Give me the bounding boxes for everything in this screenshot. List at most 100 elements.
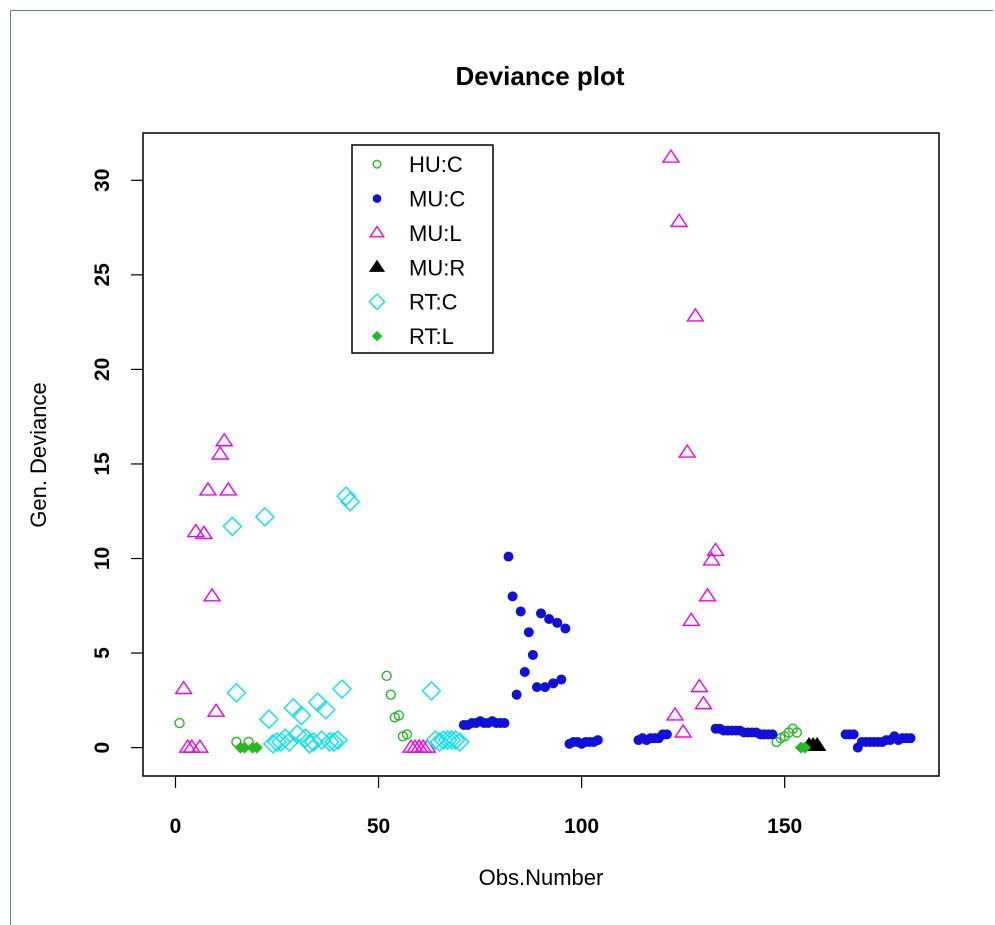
legend: HU:C MU:C MU:L MU:R RT:C RT:L — [351, 144, 494, 354]
data-point — [186, 523, 206, 538]
data-points — [174, 148, 916, 754]
data-point — [519, 666, 530, 677]
y-tick-label: 25 — [91, 263, 114, 287]
data-point — [503, 551, 514, 562]
data-point — [544, 614, 555, 625]
data-point — [798, 741, 811, 754]
data-point — [323, 731, 344, 752]
data-point — [540, 682, 551, 693]
data-point — [536, 608, 546, 619]
data-point — [449, 731, 470, 752]
legend-marker — [368, 225, 386, 238]
legend-item: MU:L — [368, 221, 462, 246]
legend-item: RT:L — [371, 324, 454, 349]
x-tick-label: 100 — [564, 815, 599, 838]
data-point — [702, 551, 721, 566]
legend-label: MU:C — [409, 187, 465, 212]
x-axis: 0 50 100 150 — [170, 775, 802, 838]
legend-marker — [368, 259, 386, 272]
legend-label: MU:R — [409, 255, 465, 280]
data-point — [661, 729, 672, 740]
data-point — [327, 730, 348, 751]
data-point — [299, 733, 320, 754]
y-axis-label: Gen. Deviance — [26, 382, 51, 528]
data-point — [254, 506, 275, 527]
data-point — [238, 741, 251, 754]
data-point — [548, 678, 559, 689]
legend-label: RT:L — [409, 324, 454, 349]
data-point — [592, 735, 603, 746]
series-rt-l — [234, 741, 811, 754]
data-point — [332, 679, 352, 699]
data-point — [319, 731, 340, 752]
data-point — [417, 738, 437, 753]
data-point — [258, 709, 279, 730]
data-point — [511, 689, 522, 700]
data-point — [552, 617, 563, 628]
data-point — [250, 741, 263, 754]
x-tick-label: 150 — [767, 815, 802, 838]
series-mu-l — [174, 148, 725, 753]
legend-item: HU:C — [372, 152, 463, 177]
data-point — [174, 680, 193, 695]
y-tick-label: 20 — [91, 358, 114, 381]
x-axis-label: Obs.Number — [479, 865, 604, 890]
y-tick-label: 0 — [91, 742, 114, 754]
data-point — [848, 729, 859, 740]
window-frame — [10, 10, 993, 925]
legend-label: HU:C — [409, 152, 463, 177]
data-point — [515, 606, 526, 617]
x-tick-label: 0 — [170, 815, 182, 838]
data-point — [661, 148, 681, 163]
data-point — [665, 706, 685, 721]
data-point — [681, 612, 701, 627]
data-point — [807, 736, 827, 751]
legend-label: MU:L — [409, 221, 462, 246]
data-point — [669, 213, 689, 228]
data-point — [706, 542, 725, 557]
data-point — [381, 670, 392, 681]
data-point — [226, 682, 247, 703]
data-point — [222, 516, 243, 537]
data-point — [791, 727, 803, 738]
y-tick-label: 30 — [91, 169, 114, 192]
data-point — [336, 486, 357, 507]
data-point — [206, 702, 226, 717]
data-point — [429, 731, 450, 752]
legend-marker — [372, 194, 382, 203]
data-point — [214, 432, 234, 447]
series-mu-c — [458, 551, 916, 753]
data-point — [303, 731, 324, 752]
data-point — [174, 717, 185, 729]
legend-item: MU:C — [372, 187, 465, 212]
data-point — [198, 481, 218, 496]
data-point — [291, 705, 312, 726]
legend-marker — [372, 159, 382, 169]
data-point — [556, 674, 567, 685]
chart-title: Deviance plot — [455, 61, 624, 91]
data-point — [673, 723, 693, 738]
data-point — [210, 445, 230, 460]
data-point — [401, 729, 413, 740]
y-tick-label: 10 — [91, 547, 114, 570]
y-axis: 0 5 10 15 20 25 30 — [91, 169, 144, 754]
legend-label: RT:C — [409, 290, 458, 315]
y-tick-label: 15 — [91, 452, 114, 476]
data-point — [279, 731, 300, 752]
data-point — [441, 730, 462, 751]
legend-marker — [368, 293, 386, 311]
data-point — [271, 731, 292, 752]
x-tick-label: 50 — [367, 815, 390, 838]
data-point — [340, 491, 361, 512]
data-point — [421, 680, 442, 701]
legend-box — [351, 144, 494, 354]
data-point — [385, 689, 396, 700]
legend-item: RT:C — [368, 290, 458, 315]
data-point — [218, 481, 238, 496]
data-point — [393, 710, 405, 721]
data-point — [445, 730, 466, 751]
y-tick-label: 5 — [91, 647, 114, 659]
plot-area-border — [142, 132, 940, 777]
